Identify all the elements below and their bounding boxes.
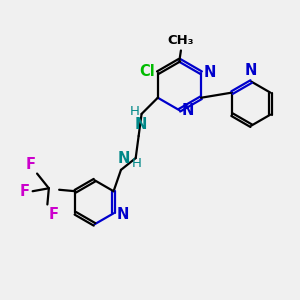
Text: N: N [203,64,216,80]
Text: N: N [116,207,129,222]
Text: F: F [49,207,59,222]
Text: N: N [117,151,130,166]
Text: H: H [131,157,141,170]
Text: Cl: Cl [139,64,155,79]
Text: N: N [135,118,147,133]
Text: CH₃: CH₃ [168,34,194,47]
Text: F: F [26,157,36,172]
Text: N: N [245,63,257,78]
Text: H: H [129,105,139,118]
Text: F: F [20,184,30,199]
Text: N: N [182,103,194,118]
